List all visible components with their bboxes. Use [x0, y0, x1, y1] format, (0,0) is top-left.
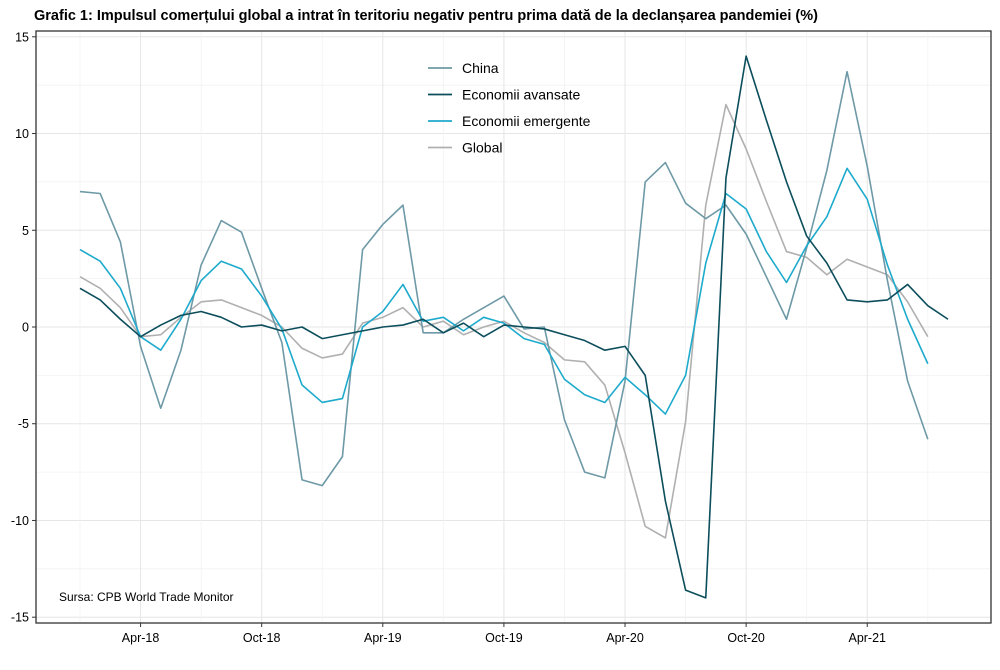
x-tick-label: Oct-18 — [243, 631, 281, 645]
y-tick-label: 15 — [15, 30, 29, 44]
legend-label-china: China — [462, 60, 499, 76]
legend-label-economii-emergente: Economii emergente — [462, 113, 591, 129]
y-tick-label: 5 — [22, 224, 29, 238]
x-tick-label: Oct-20 — [727, 631, 765, 645]
legend: China Economii avansate Economii emergente… — [428, 60, 591, 156]
y-tick-label: 0 — [22, 321, 29, 335]
y-tick-label: -15 — [11, 611, 29, 625]
chart-title: Grafic 1: Impulsul comerțului global a i… — [34, 8, 818, 24]
series-line-china — [79, 70, 929, 487]
series-line-economii-emergente — [79, 167, 929, 415]
x-tick-label: Oct-19 — [485, 631, 523, 645]
series-line-global — [79, 103, 929, 539]
y-tick-label: -5 — [18, 417, 29, 431]
series-layer — [79, 55, 949, 599]
y-tick-label: 10 — [15, 127, 29, 141]
legend-label-global: Global — [462, 140, 502, 156]
axes: 15 10 5 0 -5 -10 -15 Apr-18 Oct-18 Apr-19 Oct-19 Ap… — [11, 30, 886, 645]
x-tick-label: Apr-18 — [122, 631, 160, 645]
x-tick-label: Apr-21 — [848, 631, 886, 645]
x-tick-label: Apr-19 — [364, 631, 402, 645]
source-note: Sursa: CPB World Trade Monitor — [59, 590, 234, 604]
y-tick-label: -10 — [11, 514, 29, 528]
series-line-economii-avansate — [79, 55, 949, 599]
legend-label-economii-avansate: Economii avansate — [462, 87, 581, 103]
x-tick-label: Apr-20 — [606, 631, 644, 645]
